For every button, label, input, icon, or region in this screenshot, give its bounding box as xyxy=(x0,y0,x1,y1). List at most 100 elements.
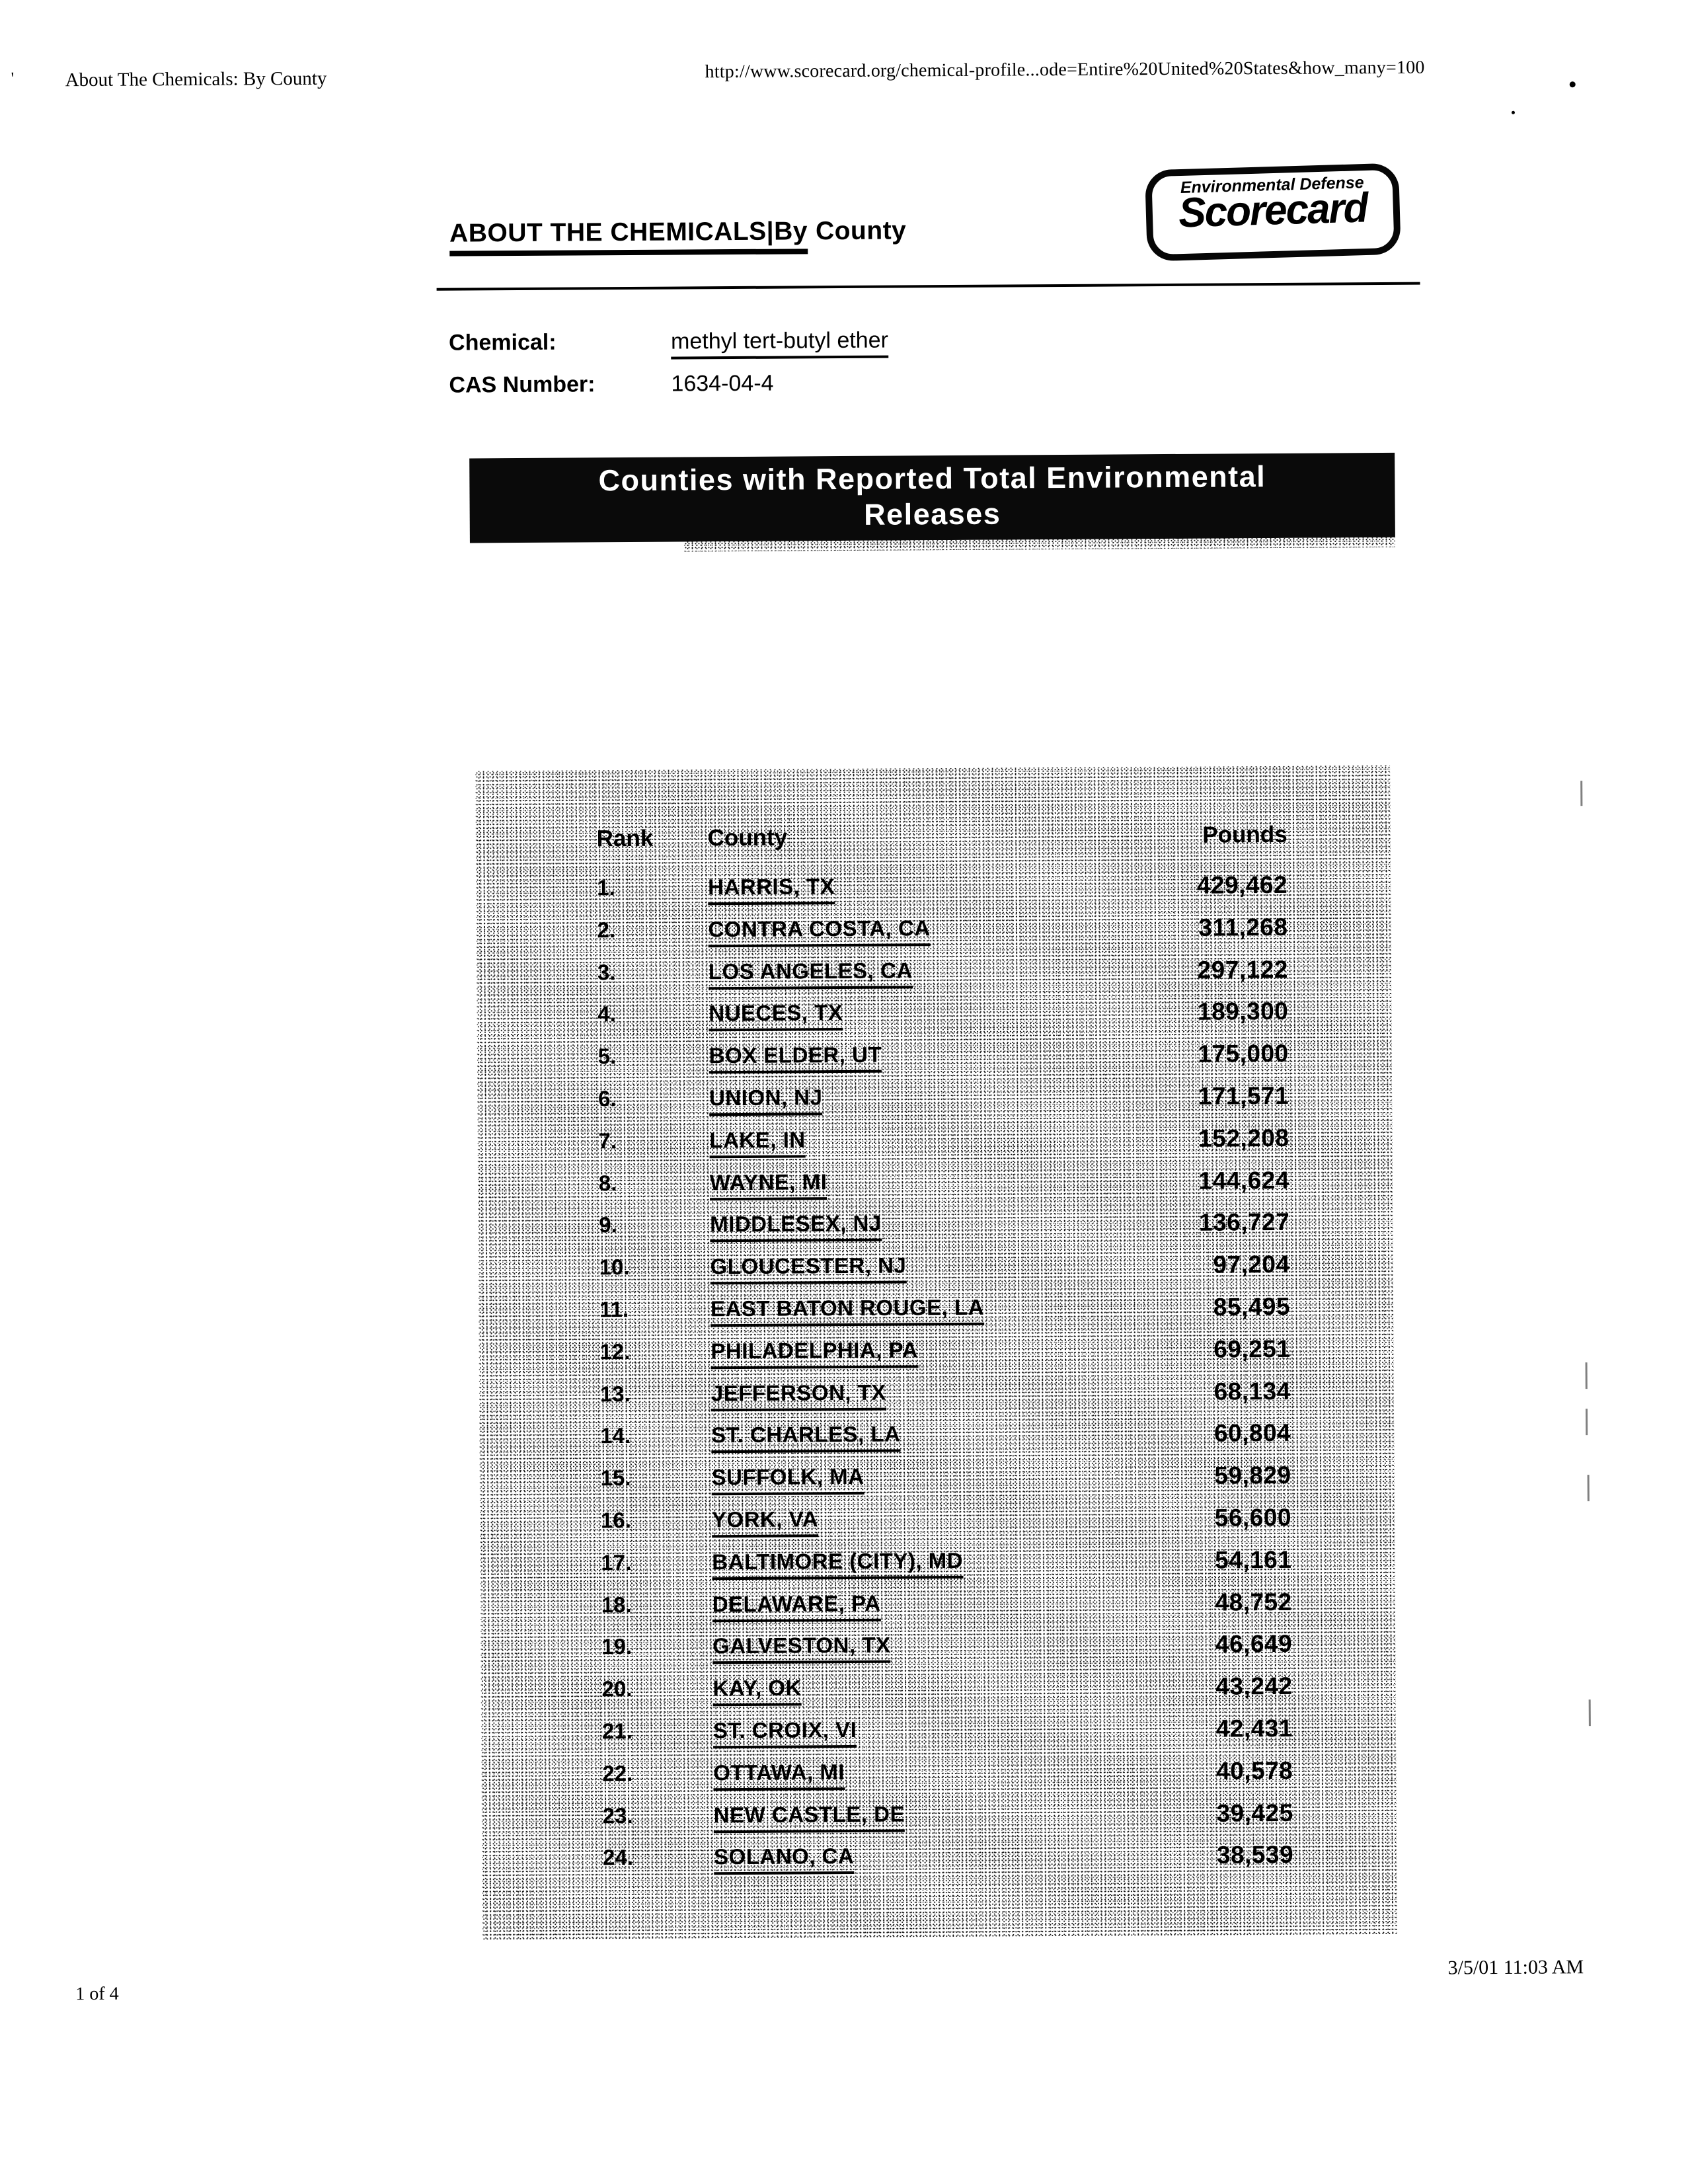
rank-cell: 19. xyxy=(601,1634,633,1659)
page-title: ABOUT THE CHEMICALS|By County xyxy=(449,216,906,256)
county-link[interactable]: LOS ANGELES, CA xyxy=(708,957,913,990)
col-header-pounds: Pounds xyxy=(1202,821,1288,848)
table-row: 23. NEW CASTLE, DE 39,425 xyxy=(482,1799,1397,1846)
rank-cell: 3. xyxy=(597,959,616,984)
footer-page-number: 1 of 4 xyxy=(75,1983,119,2005)
county-link[interactable]: JEFFERSON, TX xyxy=(711,1380,887,1411)
table-row: 11. EAST BATON ROUGE, LA 85,495 xyxy=(479,1292,1393,1340)
chemical-label: Chemical: xyxy=(448,329,557,356)
rank-cell: 12. xyxy=(599,1339,631,1364)
county-link[interactable]: HARRIS, TX xyxy=(708,874,835,906)
pounds-cell: 429,462 xyxy=(1196,871,1288,899)
table-header-row: Rank County Pounds xyxy=(476,821,1391,859)
table-row: 10. GLOUCESTER, NJ 97,204 xyxy=(479,1250,1393,1298)
rank-cell: 1. xyxy=(597,875,615,900)
rank-cell: 15. xyxy=(600,1465,631,1491)
logo-brand-name: Scorecard xyxy=(1178,184,1368,237)
table-row: 3. LOS ANGELES, CA 297,122 xyxy=(477,955,1391,1003)
county-link[interactable]: WAYNE, MI xyxy=(709,1169,827,1200)
table-row: 24. SOLANO, CA 38,539 xyxy=(482,1840,1397,1888)
county-link[interactable]: GALVESTON, TX xyxy=(712,1632,891,1664)
county-link[interactable]: DELAWARE, PA xyxy=(712,1590,881,1622)
table-row: 17. BALTIMORE (CITY), MD 54,161 xyxy=(480,1545,1395,1593)
county-link[interactable]: BOX ELDER, UT xyxy=(709,1042,882,1074)
table-row: 16. YORK, VA 56,600 xyxy=(480,1503,1395,1551)
scan-artifact-dot xyxy=(1569,81,1576,88)
table-row: 2. CONTRA COSTA, CA 311,268 xyxy=(476,913,1391,960)
table-row: 4. NUECES, TX 189,300 xyxy=(477,997,1391,1044)
rank-cell: 13. xyxy=(599,1381,631,1406)
table-row: 9. MIDDLESEX, NJ 136,727 xyxy=(478,1208,1393,1255)
table-row: 8. WAYNE, MI 144,624 xyxy=(478,1166,1393,1214)
cas-number-label: CAS Number: xyxy=(449,371,596,398)
banner-line-1: Counties with Reported Total Environment… xyxy=(598,459,1266,498)
pounds-cell: 38,539 xyxy=(1216,1841,1294,1869)
county-link[interactable]: ST. CROIX, VI xyxy=(712,1717,857,1749)
county-link[interactable]: KAY, OK xyxy=(712,1675,802,1707)
pounds-cell: 136,727 xyxy=(1198,1208,1290,1237)
table-row: 20. KAY, OK 43,242 xyxy=(481,1672,1395,1719)
rank-cell: 17. xyxy=(601,1549,632,1575)
footer-datetime: 3/5/01 11:03 AM xyxy=(1447,1956,1584,1979)
county-link[interactable]: MIDDLESEX, NJ xyxy=(710,1211,882,1243)
rank-cell: 5. xyxy=(597,1044,617,1069)
pounds-cell: 42,431 xyxy=(1215,1714,1293,1742)
rank-cell: 23. xyxy=(602,1803,633,1828)
pounds-cell: 311,268 xyxy=(1198,913,1288,941)
pounds-cell: 68,134 xyxy=(1213,1377,1291,1405)
county-link[interactable]: NEW CASTLE, DE xyxy=(713,1801,905,1833)
scan-artifact-dot xyxy=(1511,110,1516,114)
rank-cell: 4. xyxy=(597,1001,616,1027)
pounds-cell: 54,161 xyxy=(1215,1545,1292,1574)
county-link[interactable]: LAKE, IN xyxy=(709,1127,806,1159)
pounds-cell: 56,600 xyxy=(1214,1503,1292,1532)
table-row: 22. OTTAWA, MI 40,578 xyxy=(481,1756,1396,1804)
pounds-cell: 189,300 xyxy=(1197,997,1289,1026)
scan-artifact-tick: ' xyxy=(11,68,15,88)
rank-cell: 10. xyxy=(599,1255,630,1280)
county-link[interactable]: GLOUCESTER, NJ xyxy=(710,1253,907,1285)
scorecard-logo: Environmental Defense Scorecard xyxy=(1144,163,1401,262)
table-row: 18. DELAWARE, PA 48,752 xyxy=(481,1588,1395,1635)
pounds-cell: 97,204 xyxy=(1213,1251,1290,1278)
print-header-title: About The Chemicals: By County xyxy=(65,67,327,91)
county-link[interactable]: CONTRA COSTA, CA xyxy=(708,916,931,948)
col-header-rank: Rank xyxy=(596,825,654,852)
rank-cell: 16. xyxy=(600,1507,631,1533)
rank-cell: 14. xyxy=(600,1423,631,1448)
pounds-cell: 59,829 xyxy=(1214,1462,1291,1489)
about-the-chemicals-link[interactable]: ABOUT THE CHEMICALS|By xyxy=(449,217,808,256)
county-link[interactable]: PHILADELPHIA, PA xyxy=(711,1337,919,1370)
banner-line-2: Releases xyxy=(863,496,1001,531)
cas-number-value: 1634-04-4 xyxy=(671,370,774,397)
rank-cell: 8. xyxy=(598,1170,617,1195)
county-link[interactable]: ST. CHARLES, LA xyxy=(711,1421,901,1454)
table-row: 19. GALVESTON, TX 46,649 xyxy=(481,1629,1395,1677)
rank-cell: 6. xyxy=(597,1086,617,1111)
table-row: 14. ST. CHARLES, LA 60,804 xyxy=(479,1419,1394,1466)
table-body: 1. HARRIS, TX 429,462 2. CONTRA COSTA, CA 311… xyxy=(475,765,1390,1875)
county-link[interactable]: EAST BATON ROUGE, LA xyxy=(710,1294,985,1327)
pounds-cell: 39,425 xyxy=(1216,1799,1293,1827)
county-link[interactable]: UNION, NJ xyxy=(709,1085,823,1116)
chemical-name-link[interactable]: methyl tert-butyl ether xyxy=(670,327,889,360)
scan-artifact-dash xyxy=(1588,1699,1591,1727)
county-link[interactable]: YORK, VA xyxy=(711,1506,819,1538)
pounds-cell: 40,578 xyxy=(1216,1756,1293,1785)
rank-cell: 18. xyxy=(601,1592,632,1617)
county-link[interactable]: NUECES, TX xyxy=(709,1000,843,1032)
pounds-cell: 60,804 xyxy=(1213,1419,1291,1447)
table-row: 7. LAKE, IN 152,208 xyxy=(477,1124,1392,1171)
county-link[interactable]: BALTIMORE (CITY), MD xyxy=(712,1547,964,1580)
section-banner: Counties with Reported Total Environment… xyxy=(469,452,1395,543)
releases-table: Rank County Pounds 1. HARRIS, TX 429,462 2.… xyxy=(475,765,1397,1940)
pounds-cell: 152,208 xyxy=(1198,1124,1289,1152)
county-link[interactable]: OTTAWA, MI xyxy=(713,1759,845,1791)
table-row: 15. SUFFOLK, MA 59,829 xyxy=(479,1461,1394,1508)
table-row: 5. BOX ELDER, UT 175,000 xyxy=(477,1039,1392,1087)
rank-cell: 9. xyxy=(599,1212,617,1237)
county-link[interactable]: SUFFOLK, MA xyxy=(711,1464,865,1496)
scan-artifact-dash xyxy=(1585,1362,1588,1389)
county-link[interactable]: SOLANO, CA xyxy=(713,1844,855,1875)
